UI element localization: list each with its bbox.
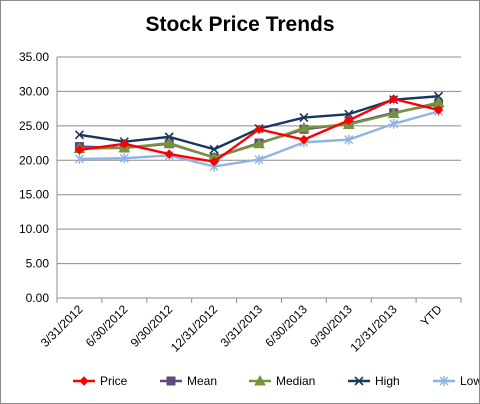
- y-tick-label: 0.00: [26, 291, 50, 305]
- y-tick-label: 30.00: [19, 84, 49, 98]
- legend-label-median: Median: [276, 374, 315, 388]
- data-point-price: [344, 115, 354, 126]
- x-tick-label: 6/30/2012: [83, 302, 131, 350]
- data-point-high: [74, 130, 85, 140]
- data-point-price: [119, 139, 130, 149]
- x-tick-label: 3/31/2012: [38, 302, 86, 350]
- x-tick-label: YTD: [418, 302, 445, 329]
- data-point-median: [298, 121, 310, 133]
- data-point-median: [253, 137, 265, 149]
- x-tick-label: 3/31/2013: [217, 302, 265, 350]
- y-tick-label: 35.00: [19, 50, 49, 64]
- legend-marker-low: [439, 376, 449, 386]
- x-tick-label: 6/30/2013: [262, 302, 310, 350]
- data-point-low: [74, 153, 84, 164]
- y-tick-label: 15.00: [19, 188, 49, 202]
- data-point-low: [389, 118, 399, 129]
- legend-label-low: Low: [460, 374, 479, 388]
- data-point-low: [254, 154, 264, 165]
- data-point-high: [433, 91, 444, 101]
- x-tick-label: 12/31/2013: [347, 302, 400, 355]
- y-tick-label: 25.00: [19, 119, 49, 133]
- data-point-price: [388, 94, 399, 104]
- x-tick-label: 9/30/2012: [128, 302, 176, 350]
- chart-title: Stock Price Trends: [145, 13, 335, 36]
- data-point-high: [344, 109, 354, 119]
- data-point-low: [344, 134, 354, 145]
- y-tick-label: 5.00: [26, 257, 50, 271]
- legend-marker-price: [79, 376, 89, 386]
- data-point-high: [209, 144, 219, 154]
- y-tick-label: 20.00: [19, 153, 49, 167]
- data-point-low: [119, 153, 129, 164]
- data-point-median: [163, 137, 176, 148]
- data-point-price: [254, 124, 264, 135]
- data-point-price: [164, 149, 174, 159]
- y-tick-label: 10.00: [19, 222, 49, 236]
- data-point-price: [74, 145, 85, 155]
- legend-label-price: Price: [100, 374, 128, 388]
- legend-marker-median: [254, 374, 266, 386]
- legend-label-high: High: [375, 374, 400, 388]
- data-point-price: [433, 105, 444, 115]
- legend-marker-high: [354, 376, 364, 386]
- legend-marker-mean: [166, 376, 176, 386]
- data-point-price: [299, 134, 309, 145]
- data-point-median: [387, 107, 400, 118]
- x-tick-label: 9/30/2013: [307, 302, 355, 350]
- legend-label-mean: Mean: [187, 374, 217, 388]
- x-tick-label: 12/31/2012: [168, 302, 221, 355]
- data-point-high: [299, 113, 309, 123]
- data-point-price: [209, 156, 219, 167]
